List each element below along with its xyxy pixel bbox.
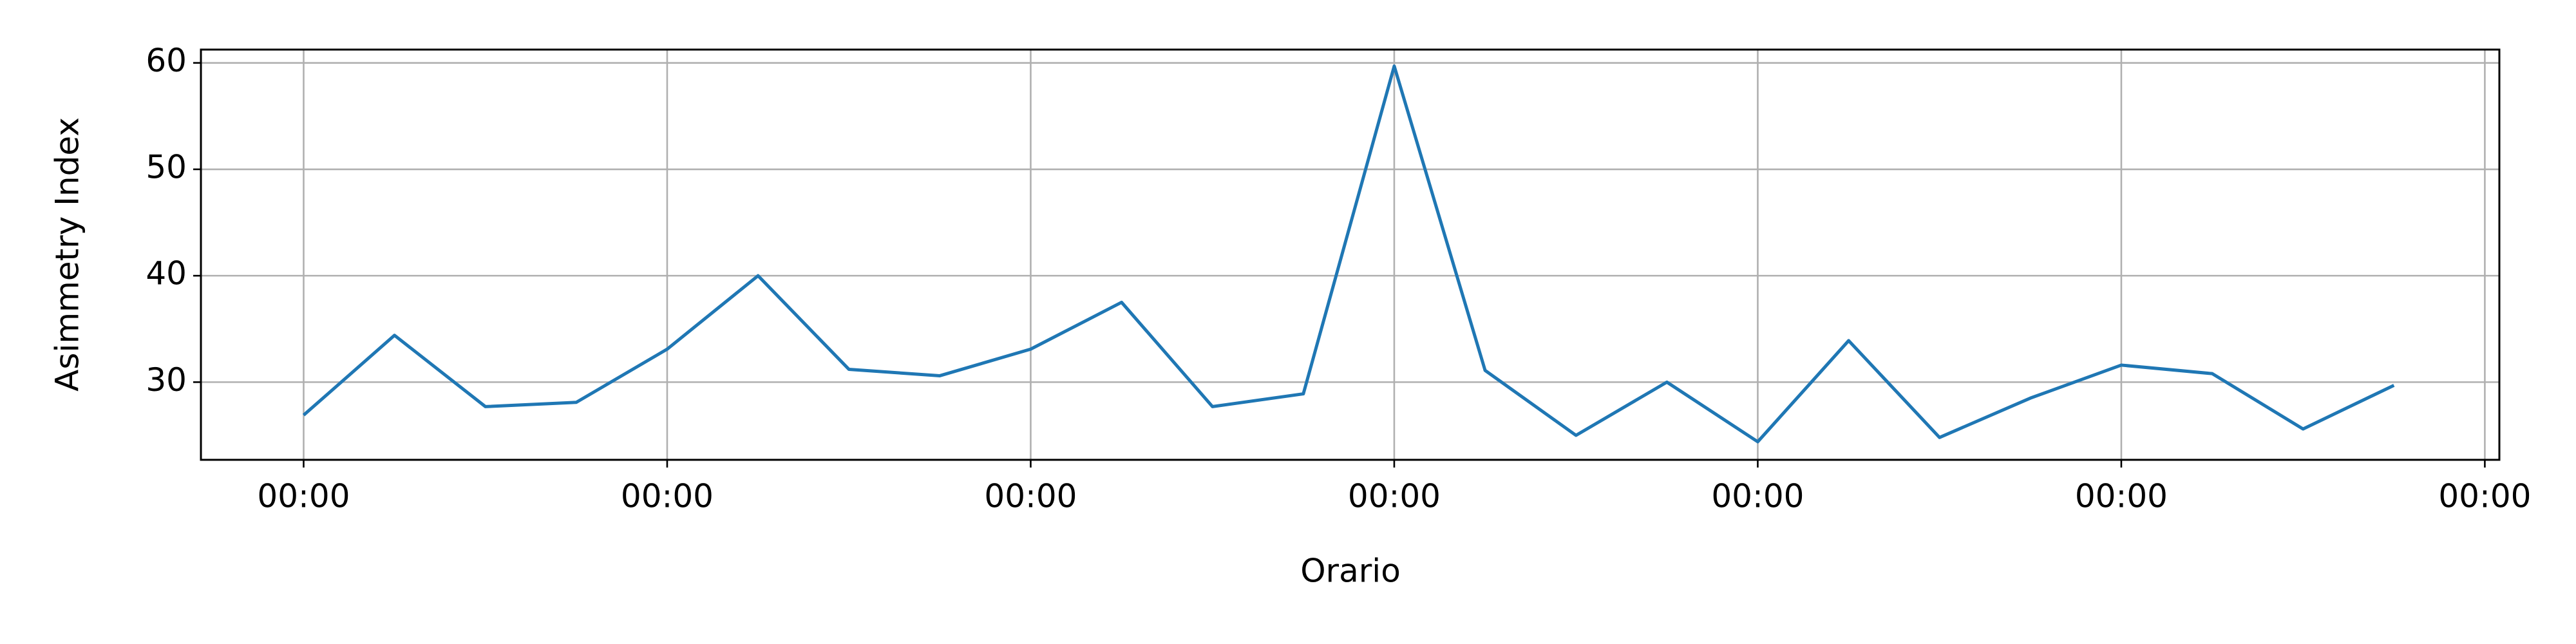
x-tick-label: 00:00 <box>1348 478 1441 515</box>
plot-frame <box>200 48 2501 461</box>
y-tick-label: 30 <box>146 361 187 399</box>
x-tick-label: 00:00 <box>621 478 714 515</box>
x-axis-label: Orario <box>1300 553 1401 590</box>
x-tick-label: 00:00 <box>2075 478 2168 515</box>
x-tick-label: 00:00 <box>2438 478 2531 515</box>
y-tick-label: 40 <box>146 255 187 292</box>
x-tick-label: 00:00 <box>984 478 1077 515</box>
line-series <box>302 64 2395 444</box>
x-tick-label: 00:00 <box>257 478 350 515</box>
y-axis-label: Asimmetry Index <box>49 117 86 392</box>
x-tick-label: 00:00 <box>1711 478 1804 515</box>
y-tick-label: 50 <box>146 148 187 185</box>
y-tick-label: 60 <box>146 42 187 79</box>
